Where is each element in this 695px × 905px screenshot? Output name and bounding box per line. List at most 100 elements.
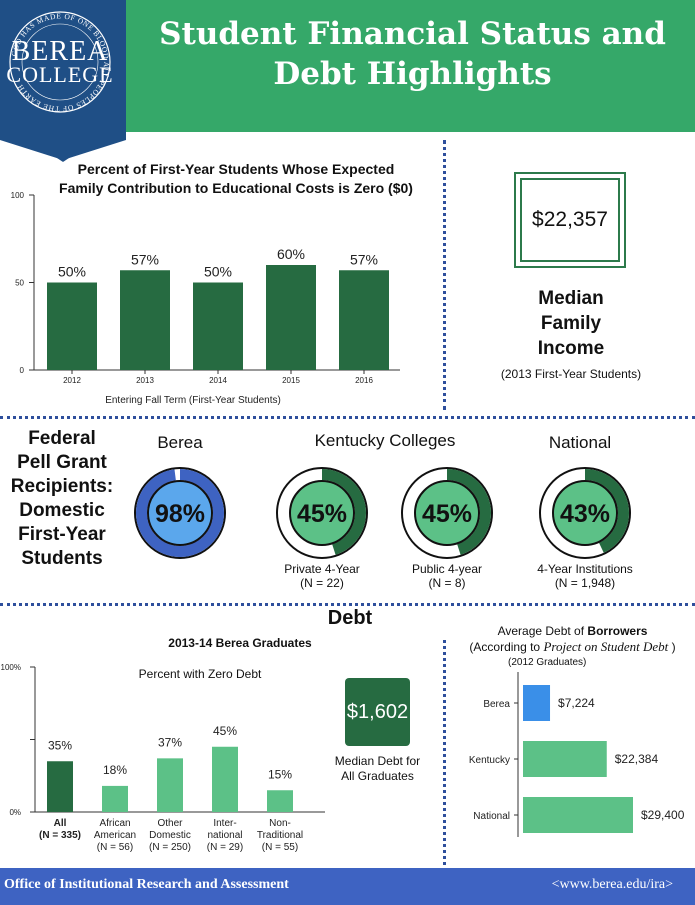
efc-bar-chart: 0 50 100 50% 2012 57% 2013 50% 2014 60% 2015 57% 201…: [11, 191, 400, 406]
zero-debt-category-label: Non-: [269, 818, 291, 829]
pell-heading-line: Pell Grant: [17, 452, 107, 473]
pell-heading-line: Students: [21, 548, 103, 569]
efc-bar: [47, 282, 97, 370]
avg-debt-category-label: Kentucky: [469, 755, 510, 766]
avg-debt-title: Average Debt of Borrowers (According to …: [450, 623, 695, 655]
zero-debt-category-label: Other: [157, 818, 183, 829]
debt-subheading: 2013-14 Berea Graduates: [168, 636, 312, 650]
zero-debt-bar-chart: 0%100%35%All(N = 335)18%AfricanAmerican(…: [1, 663, 325, 853]
zero-debt-category-label: national: [207, 830, 242, 841]
efc-data-label: 60%: [277, 246, 305, 262]
efc-data-label: 50%: [58, 264, 86, 280]
efc-data-label: 57%: [131, 251, 159, 267]
zero-debt-bar: [157, 758, 183, 812]
logo-seal-icon: GOD HAS MADE OF ONE BLOOD ALL PEOPLES OF…: [0, 0, 126, 162]
pell-donut-charts: 98% 45% Private 4-Year(N = 22) 45% Public 4-…: [134, 467, 633, 590]
avg-debt-data-label: $7,224: [558, 696, 595, 710]
avg-debt-bar: [523, 741, 607, 777]
efc-bar: [339, 270, 389, 370]
avg-debt-title-line2-part2: ): [668, 640, 676, 654]
divider-horizontal-2: [0, 603, 695, 606]
efc-chart-title-line2: Family Contribution to Educational Costs…: [59, 180, 413, 196]
avg-debt-note: (2012 Graduates): [508, 657, 587, 668]
donut-pct-label: 43%: [560, 500, 610, 528]
donut-caption-n: (N = 22): [300, 576, 344, 590]
zero-debt-y-tick-label: 100%: [1, 663, 21, 672]
efc-x-tick-label: 2016: [355, 376, 373, 385]
zero-debt-y-tick-label: 0%: [9, 808, 21, 817]
avg-debt-bar-chart: Berea $7,224 Kentucky $22,384 National $29,40…: [469, 672, 685, 837]
zero-debt-bar: [102, 785, 128, 812]
median-debt-label-line2: All Graduates: [341, 769, 414, 783]
income-label-line1: Median: [538, 288, 604, 309]
logo-text-berea: BEREA: [11, 36, 109, 67]
donut-arc: [585, 469, 630, 553]
efc-x-tick-label: 2015: [282, 376, 300, 385]
avg-debt-data-label: $29,400: [641, 808, 685, 822]
income-label-line2: Family: [540, 313, 602, 334]
donut-caption-n: (N = 8): [428, 576, 465, 590]
avg-debt-title-line2-part1: (According to: [469, 640, 544, 654]
zero-debt-bar: [47, 761, 73, 812]
zero-debt-category-label: Traditional: [257, 830, 303, 841]
efc-bar: [266, 265, 316, 370]
efc-y-tick-label: 0: [20, 366, 25, 375]
efc-bar: [193, 282, 243, 370]
donut-arc: [447, 469, 492, 555]
footer: Office of Institutional Research and Ass…: [0, 868, 695, 905]
divider-vertical-top: [443, 140, 446, 410]
pell-heading-line: Domestic: [19, 500, 105, 521]
pell-group-kentucky: Kentucky Colleges: [314, 431, 456, 450]
zero-debt-data-label: 35%: [48, 738, 72, 752]
college-logo: GOD HAS MADE OF ONE BLOOD ALL PEOPLES OF…: [0, 0, 126, 162]
donut-caption: Public 4-year: [412, 562, 482, 576]
zero-debt-category-label: Inter-: [213, 818, 236, 829]
avg-debt-title-italic: Project on Student Debt: [543, 639, 669, 654]
donut-center: [414, 480, 480, 546]
zero-debt-category-label: All: [54, 818, 67, 829]
zero-debt-category-label: (N = 55): [262, 842, 298, 853]
footer-website-link[interactable]: <www.berea.edu/ira>: [551, 877, 673, 892]
avg-debt-bar: [523, 685, 551, 721]
zero-debt-category-label: African: [99, 818, 130, 829]
donut-caption-n: (N = 1,948): [555, 576, 615, 590]
efc-chart-title: Percent of First-Year Students Whose Exp…: [30, 160, 442, 198]
income-label-line3: Income: [537, 338, 605, 359]
pell-group-national: National: [548, 433, 612, 452]
zero-debt-title: Percent with Zero Debt: [138, 667, 262, 681]
donut-pct-label: 45%: [297, 500, 347, 528]
income-label: Median Family Income: [490, 286, 652, 361]
median-debt-label: Median Debt for All Graduates: [320, 754, 435, 784]
footer-office-name: Office of Institutional Research and Ass…: [4, 877, 289, 892]
efc-bar: [120, 270, 170, 370]
pell-heading: Federal Pell Grant Recipients: Domestic …: [2, 427, 122, 571]
donut-caption: 4-Year Institutions: [537, 562, 633, 576]
logo-text-college: COLLEGE: [6, 62, 114, 87]
efc-y-tick-label: 50: [15, 279, 24, 288]
donut-center: [552, 480, 618, 546]
donut-caption: Private 4-Year: [284, 562, 360, 576]
zero-debt-category-label: Domestic: [149, 830, 191, 841]
efc-x-tick-label: 2012: [63, 376, 81, 385]
efc-x-axis-label: Entering Fall Term (First-Year Students): [105, 395, 281, 406]
efc-x-tick-label: 2013: [136, 376, 154, 385]
income-note: (2013 First-Year Students): [500, 367, 642, 381]
income-value-frame: $22,357: [514, 172, 626, 268]
donut-arc: [322, 469, 367, 555]
zero-debt-data-label: 45%: [213, 724, 237, 738]
donut-pct-label: 45%: [422, 500, 472, 528]
zero-debt-category-label: (N = 56): [97, 842, 133, 853]
avg-debt-title-part1: Average Debt of: [497, 624, 588, 638]
avg-debt-data-label: $22,384: [615, 752, 659, 766]
pell-heading-line: Recipients:: [10, 476, 114, 497]
efc-y-tick-label: 100: [11, 191, 25, 200]
avg-debt-bar: [523, 797, 633, 833]
divider-vertical-bottom: [443, 640, 446, 865]
income-value: $22,357: [520, 178, 620, 262]
donut-center: [147, 480, 213, 546]
avg-debt-category-label: National: [473, 811, 510, 822]
divider-horizontal-1: [0, 416, 695, 419]
pell-group-berea: Berea: [157, 433, 203, 452]
zero-debt-bar: [267, 790, 293, 812]
efc-data-label: 57%: [350, 251, 378, 267]
